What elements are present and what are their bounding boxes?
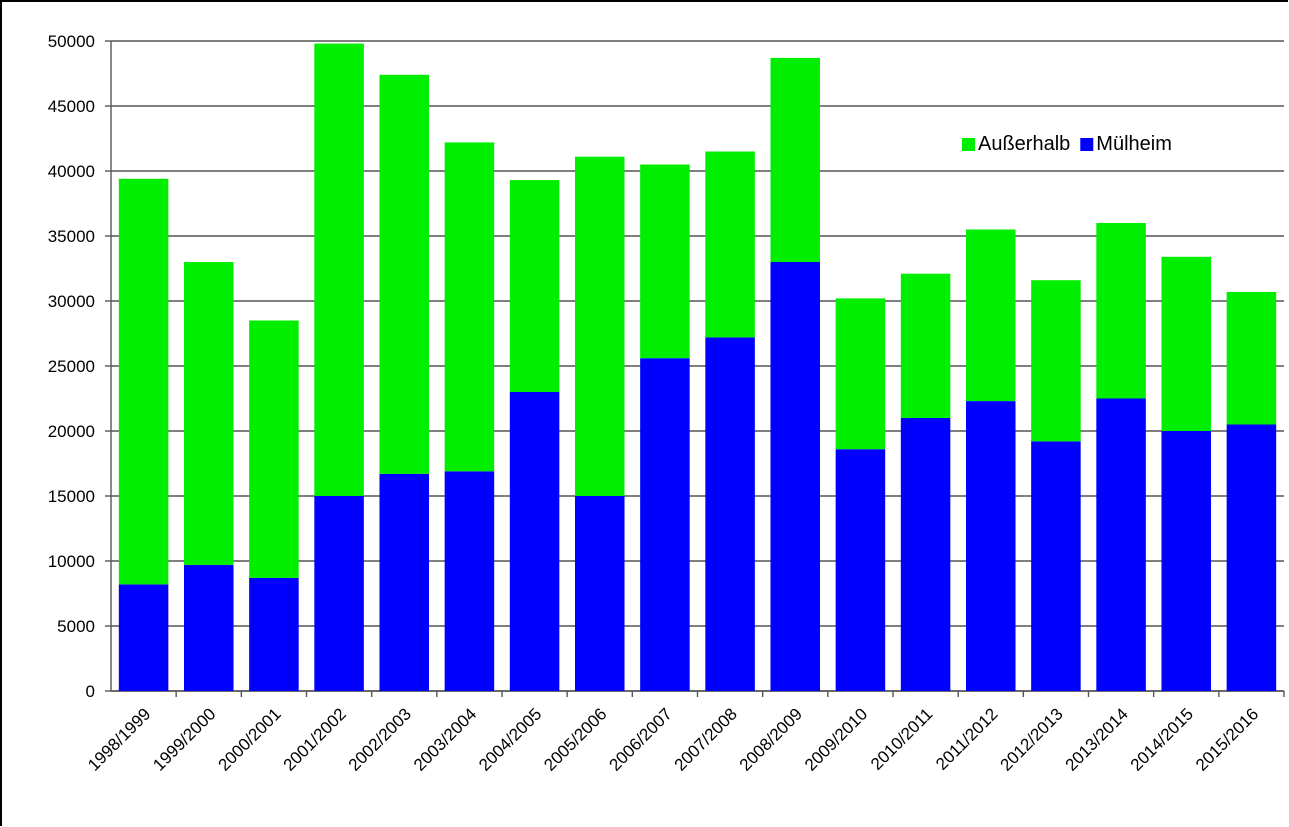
x-tick-label: 1998/1999 <box>84 704 154 774</box>
y-tick-label: 40000 <box>48 162 95 181</box>
bar-muelheim-2012-2013 <box>1031 441 1081 691</box>
x-tick-label: 2007/2008 <box>671 704 741 774</box>
x-tick-label: 2001/2002 <box>280 704 350 774</box>
bar-muelheim-2005-2006 <box>574 496 625 691</box>
y-tick-label: 25000 <box>48 357 95 376</box>
legend-label: Außerhalb <box>978 133 1070 155</box>
y-tick-label: 15000 <box>48 487 95 506</box>
x-tick-label: 2000/2001 <box>214 704 284 774</box>
bar-ausserhalb-2002-2003 <box>379 74 430 474</box>
bar-muelheim-1999-2000 <box>183 564 234 691</box>
x-tick-label: 2002/2003 <box>345 704 415 774</box>
bar-ausserhalb-2005-2006 <box>574 156 625 496</box>
bar-ausserhalb-2001-2002 <box>314 43 364 496</box>
legend-swatch <box>962 138 975 151</box>
bar-muelheim-2009-2010 <box>835 449 886 691</box>
bar-ausserhalb-2010-2011 <box>900 273 951 418</box>
x-tick-label: 2006/2007 <box>605 704 675 774</box>
x-tick-label: 2015/2016 <box>1192 704 1262 774</box>
y-tick-label: 10000 <box>48 552 95 571</box>
bar-muelheim-2002-2003 <box>379 473 430 691</box>
bar-ausserhalb-2004-2005 <box>509 180 560 392</box>
bar-ausserhalb-2003-2004 <box>444 142 495 472</box>
y-tick-label: 20000 <box>48 422 95 441</box>
bar-ausserhalb-2006-2007 <box>640 164 690 359</box>
bar-ausserhalb-2007-2008 <box>705 151 755 338</box>
x-tick-label: 2014/2015 <box>1127 704 1197 774</box>
bar-muelheim-2000-2001 <box>249 577 299 691</box>
x-tick-label: 2009/2010 <box>801 704 871 774</box>
x-tick-label: 2003/2004 <box>410 704 480 774</box>
y-tick-label: 35000 <box>48 227 95 246</box>
bar-muelheim-2013-2014 <box>1096 398 1146 691</box>
legend-label: Mülheim <box>1096 133 1172 155</box>
y-tick-label: 0 <box>86 682 95 701</box>
x-tick-label: 2005/2006 <box>540 704 610 774</box>
bar-ausserhalb-1998-1999 <box>118 178 169 585</box>
bar-muelheim-2001-2002 <box>314 496 364 691</box>
x-tick-label: 2011/2012 <box>932 704 1001 773</box>
bar-ausserhalb-2011-2012 <box>965 229 1016 402</box>
bar-ausserhalb-1999-2000 <box>183 262 234 565</box>
x-tick-label: 2013/2014 <box>1062 704 1132 774</box>
bar-muelheim-2010-2011 <box>900 418 951 691</box>
y-tick-label: 45000 <box>48 97 95 116</box>
x-tick-label: 1999/2000 <box>149 704 219 774</box>
y-tick-label: 50000 <box>48 32 95 51</box>
bar-muelheim-2014-2015 <box>1161 431 1212 691</box>
y-tick-label: 30000 <box>48 292 95 311</box>
bar-ausserhalb-2015-2016 <box>1226 291 1277 425</box>
bar-ausserhalb-2000-2001 <box>249 320 299 578</box>
bar-muelheim-1998-1999 <box>118 584 169 691</box>
bar-muelheim-2006-2007 <box>640 358 690 691</box>
x-tick-label: 2010/2011 <box>867 704 936 773</box>
bar-muelheim-2015-2016 <box>1226 424 1277 691</box>
legend-swatch <box>1080 138 1094 151</box>
bar-ausserhalb-2014-2015 <box>1161 256 1212 431</box>
x-tick-label: 2004/2005 <box>475 704 545 774</box>
bar-ausserhalb-2012-2013 <box>1031 280 1081 442</box>
bar-muelheim-2008-2009 <box>770 262 821 691</box>
y-tick-label: 5000 <box>57 617 95 636</box>
bar-muelheim-2004-2005 <box>509 392 560 691</box>
bar-muelheim-2003-2004 <box>444 471 495 691</box>
x-tick-label: 2012/2013 <box>996 704 1066 774</box>
bar-ausserhalb-2008-2009 <box>770 57 821 263</box>
bar-ausserhalb-2009-2010 <box>835 298 886 450</box>
x-tick-label: 2008/2009 <box>736 704 806 774</box>
bar-ausserhalb-2013-2014 <box>1096 223 1146 399</box>
bar-muelheim-2011-2012 <box>965 401 1016 691</box>
bar-muelheim-2007-2008 <box>705 337 755 691</box>
